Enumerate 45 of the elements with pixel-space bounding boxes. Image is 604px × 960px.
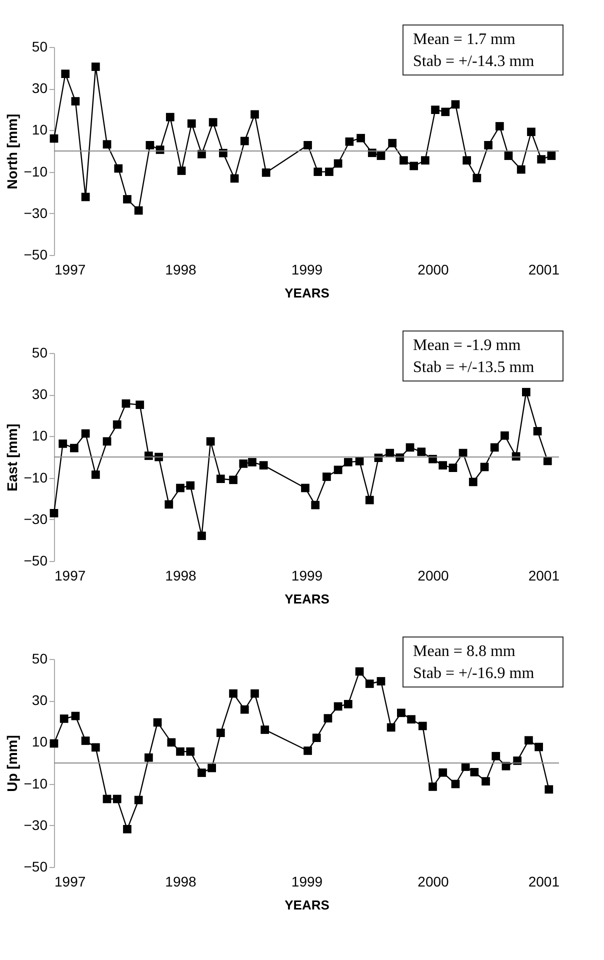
x-tick-label: 1999 xyxy=(291,874,323,890)
annotation: Mean = 8.8 mm xyxy=(413,643,516,660)
x-tick-label: 2000 xyxy=(418,874,450,890)
x-axis-title: YEARS xyxy=(284,898,330,912)
y-tick-label: 30 xyxy=(32,80,48,96)
y-tick-label: −50 xyxy=(24,552,48,568)
x-tick-label: 1998 xyxy=(165,874,197,890)
y-tick-label: 50 xyxy=(32,344,48,360)
x-tick-label: 1998 xyxy=(165,262,197,278)
annotation: Mean = 1.7 mm xyxy=(413,31,516,48)
y-axis-title: Up [mm] xyxy=(4,735,20,792)
y-tick-label: −10 xyxy=(24,469,48,486)
x-tick-label: 1997 xyxy=(54,568,86,584)
y-tick-label: 30 xyxy=(32,386,48,402)
x-axis-title: YEARS xyxy=(284,286,330,300)
y-tick-label: −10 xyxy=(24,163,48,180)
annotation: Mean = -1.9 mm xyxy=(413,337,522,354)
y-axis-title: North [mm] xyxy=(4,114,20,190)
annotation: Stab = +/-16.9 mm xyxy=(413,665,535,682)
x-tick-label: 1999 xyxy=(291,262,323,278)
y-tick-label: 50 xyxy=(32,650,48,666)
x-tick-label: 2001 xyxy=(528,874,560,890)
x-tick-label: 1997 xyxy=(54,262,86,278)
x-tick-label: 2001 xyxy=(528,568,560,584)
y-tick-label: 30 xyxy=(32,692,48,708)
x-tick-label: 2000 xyxy=(418,568,450,584)
y-tick-label: −30 xyxy=(24,816,48,833)
x-tick-label: 2000 xyxy=(418,262,450,278)
y-tick-label: −50 xyxy=(24,246,48,262)
annotation: Stab = +/-13.5 mm xyxy=(413,359,535,376)
y-tick-label: 50 xyxy=(32,38,48,54)
y-tick-label: −30 xyxy=(24,510,48,527)
y-tick-label: 10 xyxy=(32,122,48,138)
x-axis-title: YEARS xyxy=(284,592,330,606)
y-tick-label: −10 xyxy=(24,775,48,792)
y-axis-title: East [mm] xyxy=(4,424,20,492)
y-tick-label: −30 xyxy=(24,204,48,221)
y-tick-label: −50 xyxy=(24,858,48,874)
x-tick-label: 1997 xyxy=(54,874,86,890)
y-tick-label: 10 xyxy=(32,734,48,750)
y-tick-label: 10 xyxy=(32,428,48,444)
x-tick-label: 2001 xyxy=(528,262,560,278)
x-tick-label: 1998 xyxy=(165,568,197,584)
x-tick-label: 1999 xyxy=(291,568,323,584)
annotation: Stab = +/-14.3 mm xyxy=(413,53,535,70)
